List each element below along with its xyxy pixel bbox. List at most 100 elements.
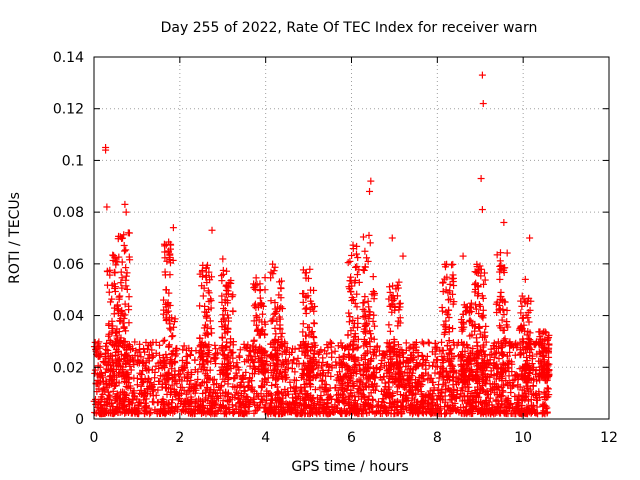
data-point [202, 313, 210, 321]
data-point [180, 342, 188, 350]
data-point [535, 328, 543, 336]
y-tick-label: 0.04 [53, 309, 84, 325]
data-point [161, 336, 169, 344]
data-point [503, 306, 511, 314]
data-point [261, 286, 269, 294]
data-point [123, 269, 131, 277]
data-point [543, 384, 551, 392]
data-point [319, 354, 327, 362]
data-point [371, 322, 379, 330]
data-point [199, 292, 207, 300]
data-point [223, 267, 231, 275]
data-point-outlier [208, 226, 216, 234]
data-point [168, 333, 176, 341]
y-axis-title: ROTI / TECUs [7, 192, 23, 284]
y-tick-label: 0.08 [53, 205, 84, 221]
data-point [268, 381, 276, 389]
data-point [240, 340, 248, 348]
data-point [122, 246, 130, 254]
data-point-outlier [478, 206, 486, 214]
data-point [331, 347, 339, 355]
data-point [159, 337, 167, 345]
data-point [359, 233, 367, 241]
data-point [179, 346, 187, 354]
data-point [354, 254, 362, 262]
data-point [324, 369, 332, 377]
data-point [250, 302, 258, 310]
y-tick-label: 0.12 [53, 102, 84, 118]
data-point [367, 389, 375, 397]
data-point [218, 292, 226, 300]
data-points [90, 71, 553, 418]
data-point [473, 338, 481, 346]
y-tick-label: 0.1 [62, 153, 84, 169]
x-tick-label: 0 [90, 430, 99, 446]
data-point [361, 247, 369, 255]
data-point [508, 368, 516, 376]
data-point [386, 327, 394, 335]
data-point-outlier [477, 175, 485, 183]
data-point [236, 346, 244, 354]
data-point [137, 371, 145, 379]
data-point [125, 306, 133, 314]
data-point [431, 369, 439, 377]
data-point [120, 247, 128, 255]
data-point [235, 352, 243, 360]
data-point-outlier [478, 71, 486, 79]
data-point [218, 343, 226, 351]
data-point [229, 409, 237, 417]
data-point [304, 323, 312, 331]
data-point-outlier [122, 208, 130, 216]
data-point [219, 255, 227, 263]
data-point [145, 351, 153, 359]
data-point-outlier [103, 203, 111, 211]
data-point-outlier [121, 200, 129, 208]
data-point [122, 264, 130, 272]
data-point [219, 270, 227, 278]
data-point [352, 250, 360, 258]
data-point [328, 353, 336, 361]
data-point [352, 360, 360, 368]
data-point [344, 259, 352, 267]
data-point [353, 303, 361, 311]
x-tick-label: 4 [261, 430, 270, 446]
data-point [131, 338, 139, 346]
data-point [425, 339, 433, 347]
data-point [299, 320, 307, 328]
data-point [303, 304, 311, 312]
data-point-outlier [526, 234, 534, 242]
y-tick-label: 0.02 [53, 360, 84, 376]
data-point [229, 307, 237, 315]
data-point [496, 275, 504, 283]
data-point [370, 311, 378, 319]
data-point [125, 293, 133, 301]
data-point [381, 379, 389, 387]
data-point [386, 283, 394, 291]
data-point [259, 310, 267, 318]
data-point [133, 381, 141, 389]
data-point [420, 340, 428, 348]
data-point [438, 307, 446, 315]
data-point [218, 272, 226, 280]
x-tick-label: 12 [600, 430, 618, 446]
data-point [123, 285, 131, 293]
data-point [161, 242, 169, 250]
data-point [286, 378, 294, 386]
data-point-outlier [500, 218, 508, 226]
data-point [294, 354, 302, 362]
data-point [250, 336, 258, 344]
data-point-outlier [367, 177, 375, 185]
data-point [496, 257, 504, 265]
data-point-outlier [399, 252, 407, 260]
data-point [117, 268, 125, 276]
data-point [500, 311, 508, 319]
x-tick-label: 2 [175, 430, 184, 446]
data-point [366, 239, 374, 247]
data-point [152, 391, 160, 399]
data-point [348, 251, 356, 259]
data-point [395, 278, 403, 286]
data-point [242, 368, 250, 376]
data-point-outlier [459, 252, 467, 260]
data-point [105, 288, 113, 296]
